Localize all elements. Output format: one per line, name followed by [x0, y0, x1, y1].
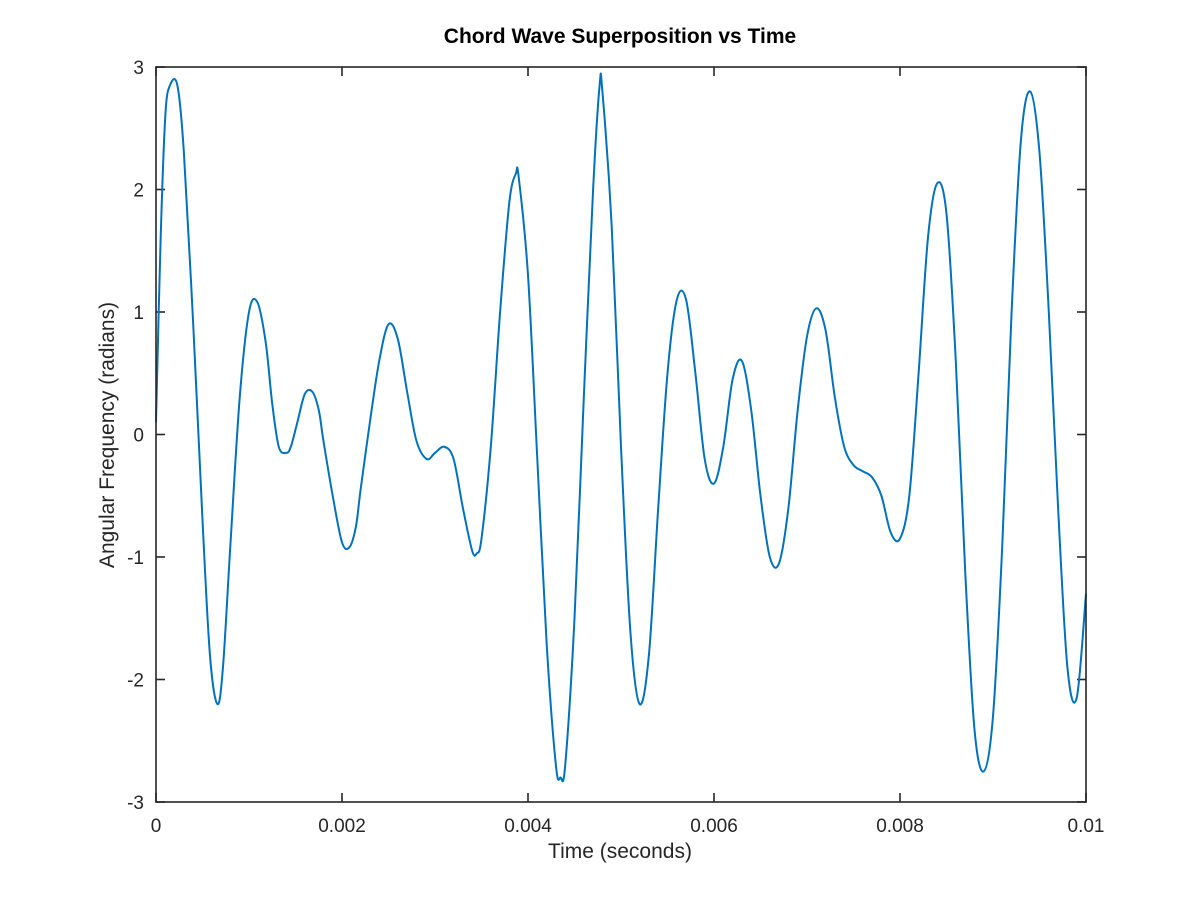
y-tick-label: -1: [127, 548, 144, 569]
y-tick-labels: -3 -2 -1 0 1 2 3: [127, 58, 144, 814]
x-axis-label: Time (seconds): [548, 840, 692, 863]
y-tick-label: -3: [127, 793, 144, 814]
y-tick-label: 1: [133, 303, 144, 324]
series-line: [155, 72, 1087, 783]
x-tick-label: 0.01: [1068, 816, 1105, 837]
x-tick-label: 0.004: [504, 816, 552, 837]
x-tick-labels: 0 0.002 0.004 0.006 0.008 0.01: [151, 816, 1105, 837]
x-tick-label: 0.002: [318, 816, 366, 837]
x-tick-label: 0.006: [690, 816, 738, 837]
axes-box: [155, 66, 1087, 803]
y-tick-label: -2: [127, 671, 144, 692]
chart-title: Chord Wave Superposition vs Time: [444, 25, 796, 48]
x-tick-label: 0: [151, 816, 162, 837]
y-tick-label: 3: [133, 58, 144, 79]
x-tick-label: 0.008: [876, 816, 924, 837]
y-tick-label: 0: [133, 426, 144, 447]
y-axis-label: Angular Frequency (radians): [96, 302, 119, 568]
y-tick-label: 2: [133, 181, 144, 202]
